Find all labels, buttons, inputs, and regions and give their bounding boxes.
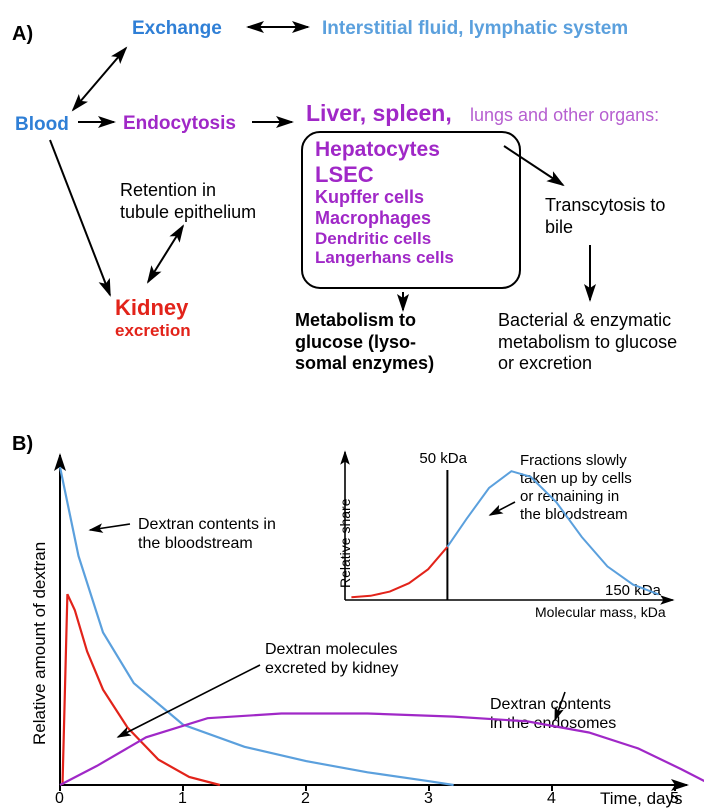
chart-ylabel: Relative amount of dextran bbox=[30, 542, 50, 745]
node-endocytosis: Endocytosis bbox=[123, 113, 236, 136]
panel-a-label: A) bbox=[12, 22, 33, 46]
annot-bloodstream: Dextran contents inthe bloodstream bbox=[138, 515, 276, 553]
node-kidney: Kidneyexcretion bbox=[115, 295, 191, 342]
node-transcytosis: Transcytosis tobile bbox=[545, 195, 665, 238]
node-blood: Blood bbox=[15, 114, 69, 137]
panel-b-label: B) bbox=[12, 432, 33, 456]
inset-ylabel: Relative share bbox=[337, 499, 354, 589]
inset-50kda: 50 kDa bbox=[419, 450, 467, 468]
inset-xlabel: Molecular mass, kDa bbox=[535, 604, 666, 621]
node-liver: Liver, spleen, bbox=[306, 100, 452, 128]
inset-150kda: 150 kDa bbox=[605, 582, 661, 600]
inset-annot: Fractions slowlytaken up by cellsor rema… bbox=[520, 452, 632, 524]
node-interstitial: Interstitial fluid, lymphatic system bbox=[322, 18, 628, 41]
node-lungs: lungs and other organs: bbox=[470, 105, 659, 127]
annot-kidney: Dextran moleculesexcreted by kidney bbox=[265, 640, 398, 678]
node-bacterial: Bacterial & enzymaticmetabolism to gluco… bbox=[498, 310, 677, 375]
node-retention: Retention intubule epithelium bbox=[120, 180, 256, 223]
annot-endosomes: Dextran contentsin the endosomes bbox=[490, 695, 616, 733]
node-metabolism: Metabolism toglucose (lyso-somal enzymes… bbox=[295, 310, 434, 375]
cell-list: HepatocytesLSECKupffer cellsMacrophagesD… bbox=[315, 138, 454, 268]
node-exchange: Exchange bbox=[132, 18, 222, 41]
